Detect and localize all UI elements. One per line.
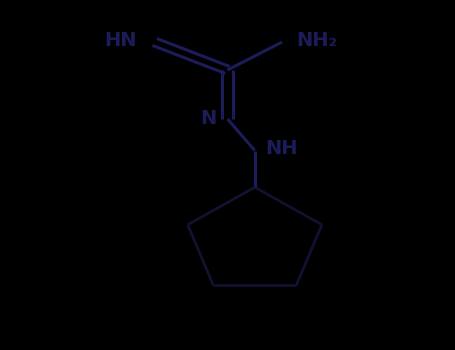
Text: N: N: [200, 110, 216, 128]
Text: HN: HN: [104, 31, 136, 50]
Text: NH: NH: [265, 139, 297, 158]
Text: NH₂: NH₂: [296, 31, 337, 50]
